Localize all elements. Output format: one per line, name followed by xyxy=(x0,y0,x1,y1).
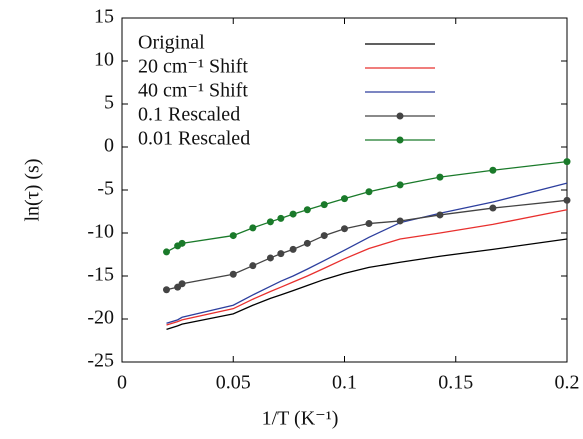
y-axis-label: ln(τ) (s) xyxy=(22,158,44,221)
point xyxy=(365,220,373,228)
point xyxy=(436,211,444,219)
legend-label: Original xyxy=(138,32,205,54)
point xyxy=(229,270,237,278)
y-tick-label: -5 xyxy=(97,178,114,200)
point xyxy=(249,224,257,232)
point xyxy=(229,232,237,240)
y-tick-label: -20 xyxy=(87,307,114,329)
point xyxy=(320,232,328,240)
series-line xyxy=(166,160,568,253)
y-tick-label: 5 xyxy=(104,92,114,114)
x-tick-label: 0 xyxy=(117,372,127,394)
series-line xyxy=(166,199,568,291)
point xyxy=(277,250,285,258)
y-tick-label: -25 xyxy=(87,350,114,372)
x-tick-label: 0.15 xyxy=(438,372,473,394)
legend-label: 0.01 Rescaled xyxy=(138,128,250,150)
point xyxy=(289,245,297,253)
point xyxy=(266,218,274,226)
point xyxy=(277,214,285,222)
legend-label: 20 cm⁻¹ Shift xyxy=(138,56,248,78)
series-line xyxy=(166,238,568,330)
y-tick-label: -15 xyxy=(87,264,114,286)
point xyxy=(436,173,444,181)
point xyxy=(266,254,274,262)
legend-marker xyxy=(396,136,404,144)
x-axis-label: 1/T (K⁻¹) xyxy=(262,408,339,430)
y-tick-label: 15 xyxy=(94,6,114,28)
point xyxy=(249,262,257,270)
point xyxy=(341,225,348,233)
y-tick-label: 10 xyxy=(94,49,114,71)
point xyxy=(178,280,186,288)
point xyxy=(163,286,170,294)
legend-label: 40 cm⁻¹ Shift xyxy=(138,80,248,102)
point xyxy=(365,188,373,196)
x-tick-label: 0.2 xyxy=(555,372,580,394)
point xyxy=(489,204,497,212)
point xyxy=(320,201,328,209)
y-tick-label: -10 xyxy=(87,221,114,243)
point xyxy=(303,206,311,214)
series-line xyxy=(166,209,568,326)
x-tick-label: 0.05 xyxy=(216,372,251,394)
y-tick-label: 0 xyxy=(104,135,114,157)
point xyxy=(563,196,571,204)
x-tick-label: 0.1 xyxy=(332,372,357,394)
point xyxy=(396,181,404,189)
point xyxy=(341,195,348,203)
point xyxy=(563,158,571,166)
point xyxy=(163,248,170,256)
legend-label: 0.1 Rescaled xyxy=(138,104,240,126)
point xyxy=(303,239,311,247)
point xyxy=(289,210,297,218)
point xyxy=(396,217,404,225)
point xyxy=(489,166,497,174)
legend-marker xyxy=(396,112,404,120)
series-line xyxy=(166,182,568,324)
point xyxy=(178,239,186,247)
